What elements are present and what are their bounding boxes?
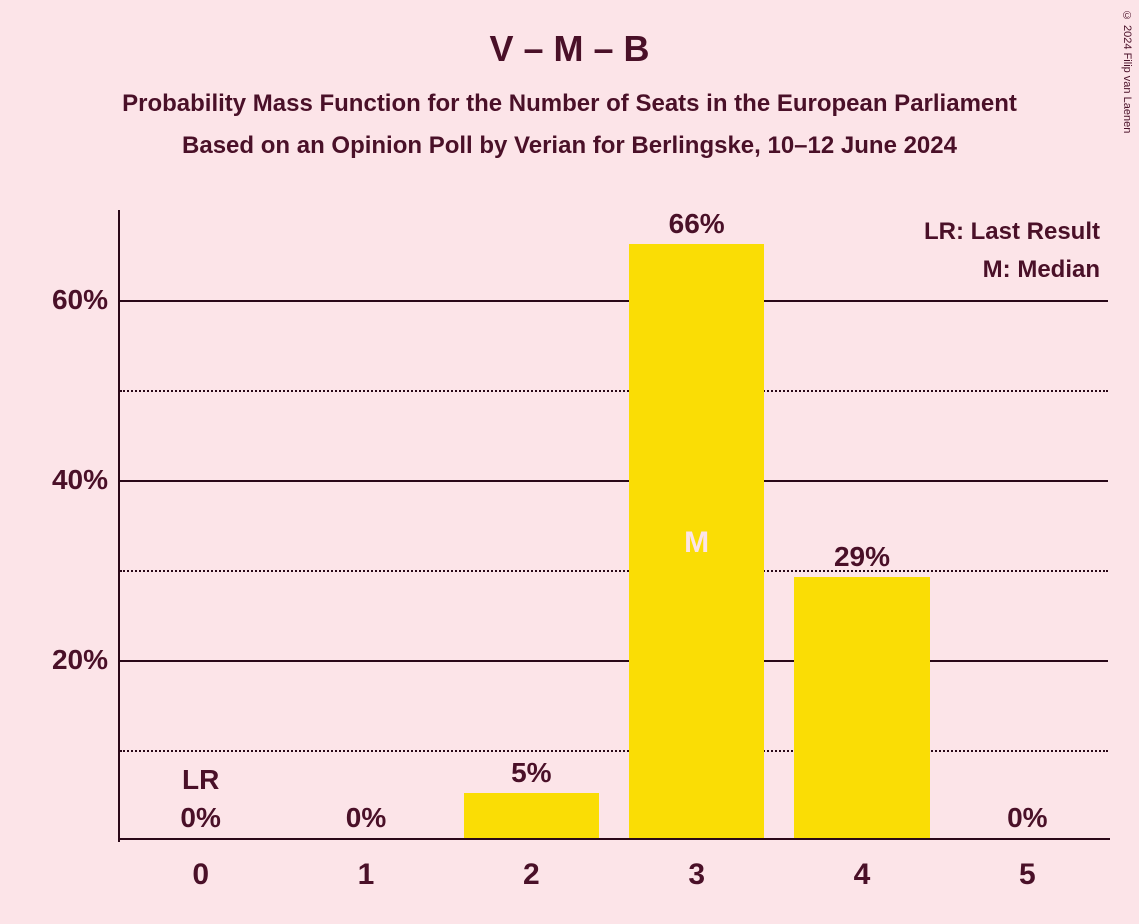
chart-subtitle-2: Based on an Opinion Poll by Verian for B…: [0, 132, 1139, 160]
bar-value-label: 66%: [669, 208, 725, 240]
median-marker: M: [684, 526, 709, 560]
gridline-minor: [120, 570, 1108, 572]
bar-value-label: 0%: [1007, 802, 1047, 834]
gridline-minor: [120, 750, 1108, 752]
copyright-text: © 2024 Filip van Laenen: [1121, 10, 1133, 133]
bar-value-label: 5%: [511, 757, 551, 789]
x-tick-label: 1: [358, 858, 375, 892]
y-axis: [118, 210, 120, 842]
x-tick-label: 0: [192, 858, 209, 892]
legend-median: M: Median: [983, 256, 1100, 284]
gridline-major: [120, 660, 1108, 662]
chart-subtitle-1: Probability Mass Function for the Number…: [0, 90, 1139, 118]
x-tick-label: 3: [688, 858, 705, 892]
last-result-marker: LR: [182, 764, 219, 796]
y-tick-label: 60%: [52, 284, 108, 316]
y-tick-label: 40%: [52, 464, 108, 496]
bar: [464, 793, 600, 838]
x-axis: [118, 838, 1110, 840]
gridline-major: [120, 300, 1108, 302]
x-tick-label: 5: [1019, 858, 1036, 892]
y-tick-label: 20%: [52, 644, 108, 676]
bar-value-label: 29%: [834, 541, 890, 573]
legend-last-result: LR: Last Result: [924, 218, 1100, 246]
bar-value-label: 0%: [180, 802, 220, 834]
chart-plot-area: 20%40%60%0%LR00%15%266%M329%40%5LR: Last…: [118, 210, 1110, 840]
bar-value-label: 0%: [346, 802, 386, 834]
chart-title: V – M – B: [0, 0, 1139, 70]
x-tick-label: 4: [854, 858, 871, 892]
gridline-major: [120, 480, 1108, 482]
bar: [794, 577, 930, 838]
x-tick-label: 2: [523, 858, 540, 892]
gridline-minor: [120, 390, 1108, 392]
